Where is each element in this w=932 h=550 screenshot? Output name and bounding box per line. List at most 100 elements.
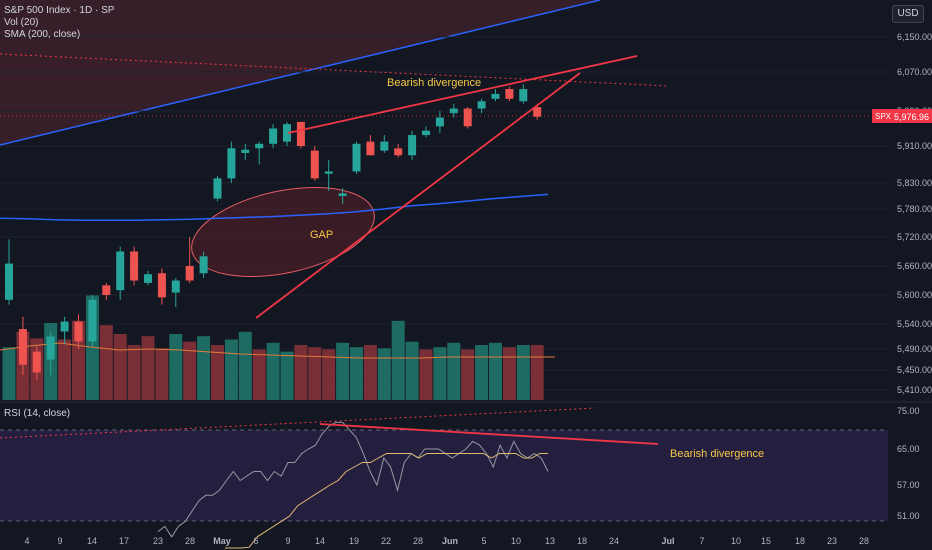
price-tick-label: 5,830.00 (897, 178, 932, 188)
rsi-ma-line (225, 453, 548, 549)
candle-body (296, 121, 305, 146)
candle-body (185, 266, 194, 281)
volume-bar (280, 351, 294, 400)
price-tick-label: 5,780.00 (897, 204, 932, 214)
time-tick-label: 6 (253, 536, 258, 546)
time-tick-label: 7 (699, 536, 704, 546)
candle-body (18, 329, 27, 365)
time-tick-label: 15 (761, 536, 771, 546)
rsi-tick-label: 75.00 (897, 406, 920, 416)
candle-body (449, 108, 458, 114)
candle-body (74, 321, 83, 342)
gap-label: GAP (310, 229, 333, 241)
candle-body (88, 299, 97, 342)
sma-legend[interactable]: SMA (200, close) (4, 29, 81, 40)
time-tick-label: Jun (442, 536, 458, 546)
volume-bar (391, 320, 405, 400)
last-price-symbol: SPX (875, 112, 892, 121)
volume-bar (433, 347, 447, 400)
time-tick-label: 18 (795, 536, 805, 546)
rsi-tick-label: 57.00 (897, 480, 920, 490)
time-tick-label: 14 (87, 536, 97, 546)
volume-bar (183, 341, 197, 400)
volume-bar (336, 342, 350, 400)
volume-legend[interactable]: Vol (20) (4, 17, 39, 28)
candle-body (366, 141, 375, 156)
volume-bar (224, 339, 238, 400)
time-tick-label: 24 (609, 536, 619, 546)
candle-body (102, 285, 111, 295)
volume-bar (113, 334, 127, 400)
rsi-dotted-trendline (0, 407, 596, 439)
bearish-divergence-rsi-label: Bearish divergence (670, 448, 764, 460)
price-tick-label: 5,600.00 (897, 290, 932, 300)
price-tick-label: 5,720.00 (897, 232, 932, 242)
candle-body (533, 107, 542, 117)
time-tick-label: 5 (481, 536, 486, 546)
rsi-line (157, 421, 549, 538)
rsi-axis[interactable]: 75.00 65.00 57.00 51.00 (897, 406, 920, 521)
volume-bar (322, 349, 336, 400)
time-tick-label: 17 (119, 536, 129, 546)
symbol-legend[interactable]: S&P 500 Index · 1D · SP (4, 5, 115, 16)
time-tick-label: 4 (24, 536, 29, 546)
time-tick-label: 9 (285, 536, 290, 546)
candle-body (199, 256, 208, 274)
time-axis[interactable]: 4 9 14 17 23 28 May 6 9 14 19 22 28 Jun 5 10 13 18 24 Jul 7 1… (24, 536, 869, 546)
volume-bar (308, 347, 322, 400)
rsi-band (0, 430, 888, 521)
volume-bar (419, 349, 433, 400)
volume-bar (350, 347, 363, 400)
candle-body (394, 148, 403, 156)
volume-bar (58, 339, 72, 400)
candle-body (116, 251, 125, 291)
candles (5, 84, 542, 380)
candle-body (227, 148, 236, 179)
candle-body (5, 263, 13, 300)
time-tick-label: 19 (349, 536, 359, 546)
currency-button[interactable]: USD (892, 5, 924, 23)
volume-ma-line (0, 342, 555, 359)
volume-bar (363, 345, 377, 400)
volume-bar (530, 345, 544, 400)
volume-bar (266, 342, 280, 400)
candle-body (324, 171, 333, 174)
volume-bar (169, 334, 183, 400)
candle-body (144, 274, 152, 283)
time-tick-label: 28 (859, 536, 869, 546)
candle-body (157, 273, 166, 298)
volume-bar (294, 345, 308, 400)
sma-200-line (0, 193, 549, 221)
candle-body (408, 135, 417, 156)
volume-bar (516, 345, 530, 400)
price-tick-label: 6,150.00 (897, 32, 932, 42)
time-tick-label: Jul (661, 536, 674, 546)
candle-body (310, 150, 319, 179)
time-tick-label: 28 (185, 536, 195, 546)
volume-bar (155, 348, 169, 400)
candle-body (213, 178, 222, 199)
gap-ellipse (191, 186, 375, 278)
last-price-tag (872, 109, 932, 123)
rsi-legend[interactable]: RSI (14, close) (4, 408, 71, 419)
candle-body (352, 143, 361, 172)
volume-bar (211, 345, 224, 400)
last-price-value: 5,976.96 (894, 112, 929, 122)
volume-bar (447, 342, 461, 400)
volume-bars (2, 295, 544, 400)
price-tick-label: 5,450.00 (897, 365, 932, 375)
time-tick-label: 23 (827, 536, 837, 546)
volume-bar (238, 331, 252, 400)
candle-body (463, 108, 472, 127)
candle-body (283, 124, 291, 142)
volume-bar (141, 336, 155, 400)
time-tick-label: 13 (545, 536, 555, 546)
price-tick-label: 5,910.00 (897, 141, 932, 151)
volume-bar (502, 347, 516, 400)
price-tick-label: 5,410.00 (897, 385, 932, 395)
candle-body (269, 128, 278, 144)
wedge-lower-line (255, 72, 581, 319)
candle-body (130, 251, 139, 281)
